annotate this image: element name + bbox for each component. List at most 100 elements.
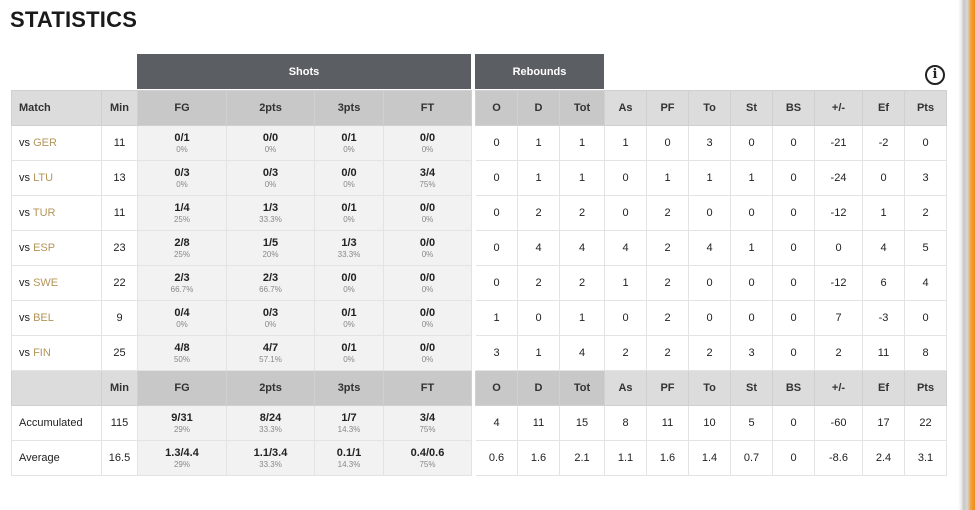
column-header-pf[interactable]: PF — [646, 90, 689, 126]
row-label: vs ESP — [11, 230, 102, 266]
stat-cell-min: 11 — [101, 195, 138, 231]
stat-cell-tot: 1 — [559, 125, 605, 161]
row-prefix: vs — [19, 242, 34, 254]
summary-header-row: Min FG 2pts 3pts FT O D Tot As PF To St BS +/- Ef Pts — [11, 370, 947, 406]
column-header-as[interactable]: As — [604, 370, 647, 406]
column-header-ef[interactable]: Ef — [862, 90, 905, 126]
column-header-pts[interactable]: Pts — [904, 90, 947, 126]
opponent-link[interactable]: LTU — [33, 172, 54, 184]
stat-cell-d: 4 — [517, 230, 560, 266]
column-header-pm[interactable]: +/- — [814, 370, 863, 406]
stat-percentage-three: 0% — [343, 354, 355, 364]
column-header-bs[interactable]: BS — [772, 370, 815, 406]
column-header-pm[interactable]: +/- — [814, 90, 863, 126]
column-header-two[interactable]: 2pts — [226, 370, 315, 406]
column-header-to[interactable]: To — [688, 370, 731, 406]
stat-cell-ef: 0 — [862, 160, 905, 196]
column-header-min[interactable]: Min — [101, 90, 138, 126]
stat-made-attempted-two: 0/3 — [262, 166, 279, 179]
column-header-min[interactable]: Min — [101, 370, 138, 406]
column-header-to[interactable]: To — [688, 90, 731, 126]
stat-cell-bs: 0 — [772, 125, 815, 161]
stat-cell-to: 0 — [688, 300, 731, 336]
stat-made-attempted-three: 0/1 — [341, 131, 357, 144]
opponent-link[interactable]: TUR — [32, 207, 56, 219]
stat-percentage-fg: 50% — [173, 354, 190, 364]
stat-made-attempted-fg: 0/1 — [174, 131, 190, 144]
stat-percentage-three: 0% — [343, 144, 355, 154]
stat-made-attempted-two: 1/5 — [262, 236, 279, 249]
stat-cell-ft: 0.4/0.6 75% — [383, 440, 472, 476]
stat-cell-bs: 0 — [772, 300, 815, 336]
stat-made-attempted-three: 0.1/1 — [336, 446, 362, 459]
column-header-o[interactable]: O — [475, 370, 518, 406]
stat-cell-as: 2 — [604, 335, 647, 371]
stat-cell-o: 4 — [475, 405, 518, 441]
stat-cell-as: 0 — [604, 195, 647, 231]
column-header-bs[interactable]: BS — [772, 90, 815, 126]
column-header-match[interactable]: Match — [11, 90, 102, 126]
stat-cell-bs: 0 — [772, 265, 815, 301]
stat-cell-tot: 1 — [559, 300, 605, 336]
opponent-link[interactable]: SWE — [33, 277, 59, 289]
table-row: vs FIN 25 4/8 50% 4/7 57.1% 0/1 0% 0/0 0% 3 1 4 2 2 2 3 0… — [11, 335, 947, 371]
stat-cell-d: 1 — [517, 125, 560, 161]
stat-cell-two: 1.1/3.4 33.3% — [226, 440, 315, 476]
stat-cell-three: 0/1 0% — [314, 335, 384, 371]
stat-cell-ef: 1 — [862, 195, 905, 231]
stat-cell-to: 0 — [688, 195, 731, 231]
column-header-d[interactable]: D — [517, 370, 560, 406]
column-header-st[interactable]: St — [730, 90, 773, 126]
stat-made-attempted-two: 1.1/3.4 — [253, 446, 288, 459]
stat-percentage-two: 57.1% — [259, 354, 282, 364]
stat-made-attempted-three: 1/3 — [341, 236, 357, 249]
column-header-ef[interactable]: Ef — [862, 370, 905, 406]
stat-cell-fg: 2/3 66.7% — [137, 265, 227, 301]
stat-cell-fg: 1.3/4.4 29% — [137, 440, 227, 476]
column-header-tot[interactable]: Tot — [559, 90, 605, 126]
stat-cell-to: 1 — [688, 160, 731, 196]
stat-cell-bs: 0 — [772, 440, 815, 476]
stat-percentage-ft: 0% — [421, 319, 434, 329]
stat-cell-ft: 0/0 0% — [383, 300, 472, 336]
stat-cell-three: 0/1 0% — [314, 195, 384, 231]
stat-made-attempted-ft: 0/0 — [419, 236, 436, 249]
stat-cell-three: 1/3 33.3% — [314, 230, 384, 266]
column-header-ft[interactable]: FT — [383, 370, 472, 406]
stat-made-attempted-three: 0/1 — [341, 341, 357, 354]
stat-cell-ft: 0/0 0% — [383, 125, 472, 161]
column-header-pts[interactable]: Pts — [904, 370, 947, 406]
column-header-as[interactable]: As — [604, 90, 647, 126]
stat-percentage-ft: 0% — [421, 249, 434, 259]
column-header-ft[interactable]: FT — [383, 90, 472, 126]
column-header-fg[interactable]: FG — [137, 370, 227, 406]
stat-made-attempted-fg: 2/8 — [174, 236, 190, 249]
opponent-link[interactable]: BEL — [33, 312, 54, 324]
summary-row: Average 16.5 1.3/4.4 29% 1.1/3.4 33.3% 0.1/1 14… — [11, 440, 947, 476]
stat-made-attempted-three: 1/7 — [341, 411, 357, 424]
column-header-fg[interactable]: FG — [137, 90, 227, 126]
column-header-st[interactable]: St — [730, 370, 773, 406]
stat-made-attempted-ft: 0/0 — [419, 271, 436, 284]
opponent-link[interactable]: ESP — [33, 242, 56, 254]
column-header-d[interactable]: D — [517, 90, 560, 126]
stat-cell-st: 5 — [730, 405, 773, 441]
stat-percentage-three: 33.3% — [337, 249, 361, 259]
stat-percentage-fg: 25% — [173, 249, 190, 259]
opponent-link[interactable]: FIN — [33, 347, 51, 359]
stat-cell-two: 2/3 66.7% — [226, 265, 315, 301]
stat-cell-tot: 4 — [559, 230, 605, 266]
stat-made-attempted-fg: 0/3 — [174, 166, 190, 179]
opponent-link[interactable]: GER — [33, 137, 57, 149]
stat-cell-to: 0 — [688, 265, 731, 301]
column-header-three[interactable]: 3pts — [314, 90, 384, 126]
stat-cell-two: 1/5 20% — [226, 230, 315, 266]
column-header-pf[interactable]: PF — [646, 370, 689, 406]
info-icon[interactable]: i — [925, 65, 945, 85]
stat-cell-ft: 0/0 0% — [383, 335, 472, 371]
column-header-o[interactable]: O — [475, 90, 518, 126]
column-header-two[interactable]: 2pts — [226, 90, 315, 126]
stat-percentage-ft: 0% — [421, 144, 434, 154]
column-header-three[interactable]: 3pts — [314, 370, 384, 406]
column-header-tot[interactable]: Tot — [559, 370, 605, 406]
